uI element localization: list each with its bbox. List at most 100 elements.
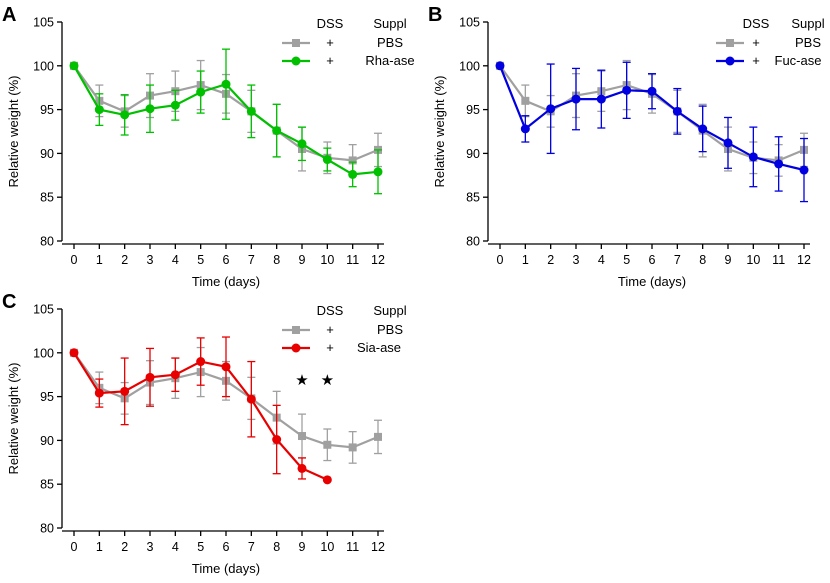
data-point — [774, 159, 784, 169]
legend-suppl-pbs: PBS — [377, 322, 403, 337]
x-tick-label: 3 — [147, 540, 154, 554]
series-rha-ase — [69, 48, 383, 195]
panel-letter: A — [2, 4, 16, 26]
x-tick-label: 10 — [320, 540, 334, 554]
x-tick-label: 0 — [71, 253, 78, 267]
data-point — [748, 152, 758, 162]
y-tick-label: 105 — [33, 303, 54, 317]
x-tick-label: 2 — [121, 540, 128, 554]
data-point — [145, 104, 155, 114]
x-tick-label: 11 — [346, 540, 359, 554]
data-point — [495, 61, 505, 71]
panel-b: B DSS Suppl + PBS + Fuc-ase 808590951001… — [428, 4, 825, 289]
x-tick-label: 4 — [172, 253, 179, 267]
data-point — [120, 110, 130, 120]
data-point — [94, 105, 104, 115]
data-point — [298, 432, 306, 441]
legend: DSS Suppl + PBS + Rha-ase — [282, 16, 415, 68]
data-point — [272, 435, 282, 445]
data-point — [571, 94, 581, 104]
data-point — [272, 126, 282, 136]
x-tick-label: 5 — [197, 253, 204, 267]
data-point — [196, 357, 206, 367]
data-point — [374, 432, 382, 441]
x-tick-label: 9 — [299, 540, 306, 554]
y-tick-label: 85 — [466, 191, 480, 205]
data-point — [322, 155, 332, 165]
x-tick-label: 1 — [96, 253, 103, 267]
x-axis-title: Time (days) — [618, 274, 686, 289]
x-tick-label: 2 — [547, 253, 554, 267]
data-point — [520, 124, 530, 134]
legend-header-dss: DSS — [317, 303, 344, 318]
data-point — [723, 138, 733, 148]
series-sia-ase — [69, 336, 332, 485]
series-fuc-ase — [495, 61, 809, 203]
legend-dss-treatment: + — [326, 340, 334, 355]
legend-suppl-treatment: Fuc-ase — [775, 53, 822, 68]
data-point — [373, 167, 383, 177]
y-tick-label: 95 — [466, 103, 480, 117]
y-tick-label: 85 — [40, 191, 54, 205]
x-tick-label: 11 — [772, 253, 785, 267]
data-point — [596, 94, 606, 104]
x-tick-label: 6 — [223, 253, 230, 267]
data-point — [698, 124, 708, 134]
data-point — [546, 104, 556, 114]
legend-header-suppl: Suppl — [791, 16, 824, 31]
legend-dss-pbs: + — [326, 322, 334, 337]
legend-marker-treatment — [291, 343, 301, 353]
x-tick-label: 6 — [649, 253, 656, 267]
data-point — [297, 463, 307, 473]
y-tick-label: 95 — [40, 103, 54, 117]
data-point — [170, 100, 180, 110]
data-point — [348, 169, 358, 179]
data-point — [69, 61, 79, 71]
y-axis-title: Relative weight (%) — [432, 76, 447, 188]
y-axis-title: Relative weight (%) — [6, 76, 21, 188]
x-tick-label: 12 — [371, 253, 385, 267]
y-tick-label: 90 — [40, 434, 54, 448]
y-axis-title: Relative weight (%) — [6, 363, 21, 475]
y-tick-label: 80 — [40, 522, 54, 536]
data-point — [672, 106, 682, 116]
x-tick-label: 8 — [273, 253, 280, 267]
x-tick-label: 0 — [497, 253, 504, 267]
significance-star: ★ — [321, 372, 334, 389]
data-point — [521, 96, 530, 105]
x-tick-label: 7 — [674, 253, 681, 267]
panel-a: A DSS Suppl + PBS + Rha-ase 808590951001… — [2, 4, 415, 289]
data-point — [647, 86, 657, 96]
legend-marker-treatment — [291, 56, 301, 66]
y-tick-label: 100 — [33, 59, 54, 73]
data-point — [799, 165, 809, 175]
panel-c: C DSS Suppl + PBS + Sia-ase 808590951001… — [2, 291, 407, 576]
legend-marker-pbs — [292, 39, 300, 47]
data-point — [322, 475, 332, 485]
legend-marker-treatment — [725, 56, 735, 66]
legend-dss-pbs: + — [326, 35, 334, 50]
x-tick-label: 3 — [147, 253, 154, 267]
legend: DSS Suppl + PBS + Sia-ase — [282, 303, 407, 355]
x-tick-label: 5 — [623, 253, 630, 267]
significance-star: ★ — [295, 372, 308, 389]
x-tick-label: 1 — [522, 253, 529, 267]
legend-marker-pbs — [726, 39, 734, 47]
x-tick-label: 6 — [223, 540, 230, 554]
data-point — [297, 139, 307, 149]
data-point — [622, 85, 632, 95]
x-tick-label: 9 — [725, 253, 732, 267]
data-point — [170, 370, 180, 380]
y-tick-label: 95 — [40, 390, 54, 404]
x-tick-label: 8 — [273, 540, 280, 554]
data-point — [323, 440, 332, 449]
y-tick-label: 100 — [33, 346, 54, 360]
legend: DSS Suppl + PBS + Fuc-ase — [716, 16, 825, 68]
y-tick-label: 80 — [466, 235, 480, 249]
data-point — [246, 106, 256, 116]
x-tick-label: 7 — [248, 540, 255, 554]
y-tick-label: 105 — [459, 16, 480, 30]
legend-suppl-treatment: Rha-ase — [365, 53, 414, 68]
